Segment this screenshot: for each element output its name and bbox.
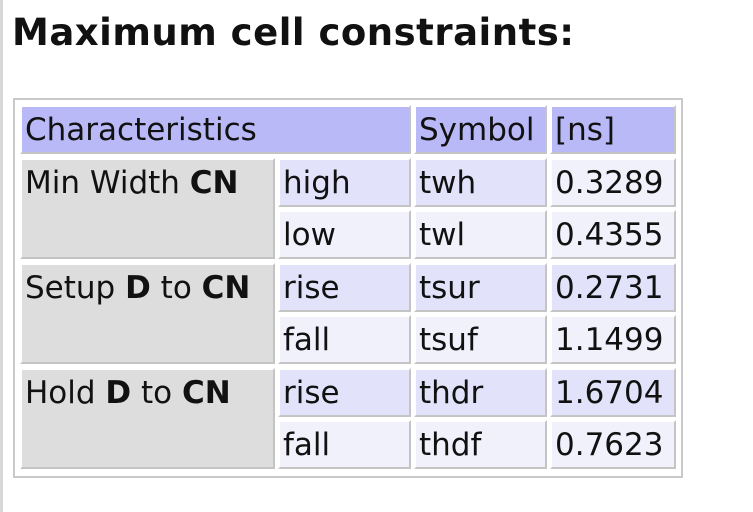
level-cell: fall — [278, 420, 411, 469]
page-edge — [0, 0, 3, 512]
level-cell: rise — [278, 263, 411, 312]
group-label-setup: Setup D to CN — [20, 263, 275, 364]
page-title: Maximum cell constraints: — [12, 11, 575, 54]
level-cell: low — [278, 210, 411, 259]
symbol-cell: tsuf — [414, 315, 547, 364]
level-cell: rise — [278, 368, 411, 417]
group-label-pin: D — [125, 270, 151, 306]
symbol-cell: twh — [414, 158, 547, 207]
symbol-cell: thdf — [414, 420, 547, 469]
group-label-pin: CN — [189, 165, 239, 201]
group-label-pin: D — [105, 375, 132, 411]
group-label-pin: CN — [182, 375, 231, 411]
value-cell: 1.1499 — [550, 315, 676, 364]
group-label-text: to — [131, 375, 182, 411]
group-label-text: to — [150, 270, 202, 306]
header-symbol: Symbol — [414, 105, 547, 154]
header-characteristics: Characteristics — [20, 105, 411, 154]
symbol-cell: tsur — [414, 263, 547, 312]
level-cell: fall — [278, 315, 411, 364]
group-label-hold: Hold D to CN — [20, 368, 275, 469]
symbol-cell: twl — [414, 210, 547, 259]
header-unit: [ns] — [550, 105, 676, 154]
value-cell: 0.4355 — [550, 210, 676, 259]
group-label-text: Setup — [25, 270, 126, 306]
group-label-text: Min Width — [25, 165, 190, 201]
group-label-pin: CN — [201, 270, 251, 306]
value-cell: 1.6704 — [550, 368, 676, 417]
group-label-text: Hold — [25, 375, 106, 411]
level-cell: high — [278, 158, 411, 207]
constraints-table: Characteristics Symbol [ns] Min Width CN… — [13, 98, 683, 478]
value-cell: 0.2731 — [550, 263, 676, 312]
value-cell: 0.3289 — [550, 158, 676, 207]
group-label-min-width: Min Width CN — [20, 158, 275, 259]
symbol-cell: thdr — [414, 368, 547, 417]
value-cell: 0.7623 — [550, 420, 676, 469]
